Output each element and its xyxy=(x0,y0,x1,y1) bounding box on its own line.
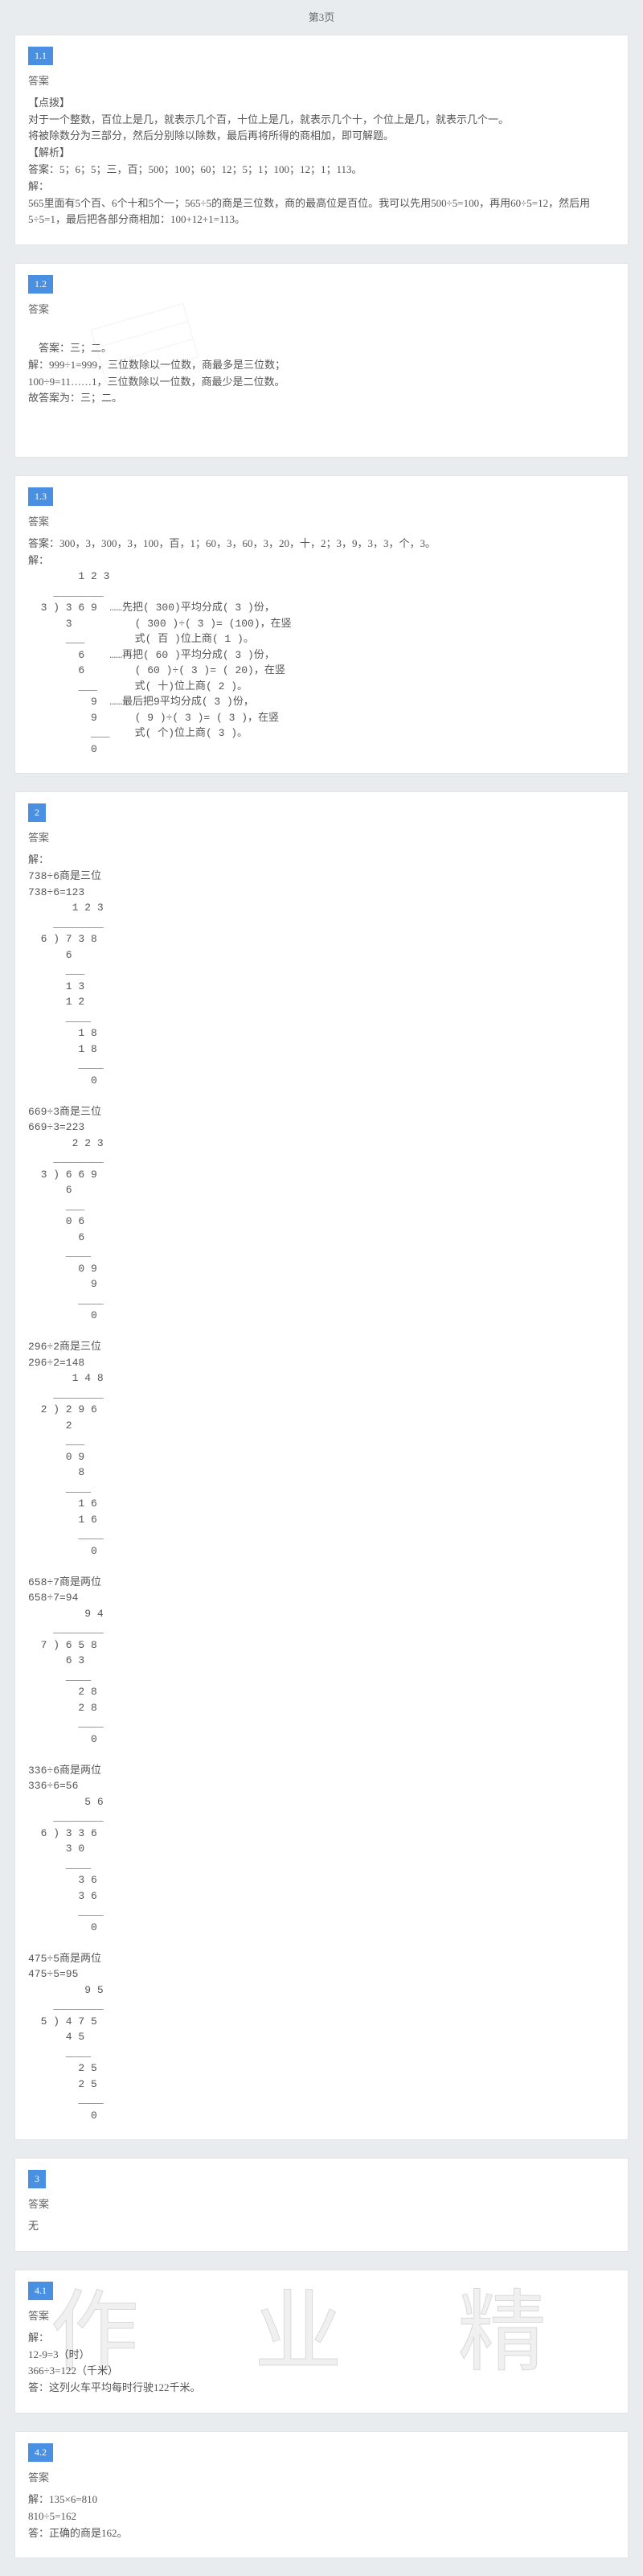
card-content: 解： 12-9=3（时） 366÷3=122（千米） 答：这列火车平均每时行驶1… xyxy=(28,2330,615,2397)
card-content: 【点拨】 对于一个整数，百位上是几，就表示几个百，十位上是几，就表示几个十，个位… xyxy=(28,95,615,228)
card-content: 答案：三；二。 解：999÷1=999，三位数除以一位数，商最多是三位数； 10… xyxy=(28,323,615,441)
card-3: 3 答案 无 xyxy=(14,2158,629,2252)
long-division: 1 2 3 ________ 3 ) 3 6 9 ……先把( 300)平均分成(… xyxy=(28,569,615,757)
page-title: 第3页 xyxy=(0,0,643,35)
answer-label: 答案 xyxy=(28,2470,615,2487)
card-tag: 4.2 xyxy=(28,2443,53,2462)
card-content: 解：135×6=810 810÷5=162 答：正确的商是162。 xyxy=(28,2492,615,2541)
card-tag: 2 xyxy=(28,803,46,822)
answer-label: 答案 xyxy=(28,2196,615,2213)
card-content: 答案：300，3，300，3，100，百，1；60，3，60，3，20，十，2；… xyxy=(28,536,615,569)
answer-label: 答案 xyxy=(28,830,615,847)
card-tag: 3 xyxy=(28,2170,46,2188)
card-2: 2 答案 解： 738÷6商是三位 738÷6=123 1 2 3 ______… xyxy=(14,791,629,2140)
answer-label: 答案 xyxy=(28,73,615,90)
answer-label: 答案 xyxy=(28,302,615,318)
divisions-block: 738÷6商是三位 738÷6=123 1 2 3 ________ 6 ) 7… xyxy=(28,869,615,2123)
card-4-1: 作 业 精 4.1 答案 解： 12-9=3（时） 366÷3=122（千米） … xyxy=(14,2270,629,2414)
text: 答案：三；二。 解：999÷1=999，三位数除以一位数，商最多是三位数； 10… xyxy=(28,342,285,404)
card-tag: 4.1 xyxy=(28,2282,53,2300)
card-tag: 1.1 xyxy=(28,47,53,65)
card-1-1: 1.1 答案 【点拨】 对于一个整数，百位上是几，就表示几个百，十位上是几，就表… xyxy=(14,35,629,245)
card-1-2: 1.2 答案 答案：三；二。 解：999÷1=999，三位数除以一位数，商最多是… xyxy=(14,263,629,458)
answer-label: 答案 xyxy=(28,2308,615,2325)
card-tag: 1.2 xyxy=(28,275,53,294)
card-content: 无 xyxy=(28,2218,615,2235)
answer-label: 答案 xyxy=(28,514,615,531)
card-tag: 1.3 xyxy=(28,487,53,506)
card-content: 解： xyxy=(28,852,615,869)
card-1-3: 1.3 答案 答案：300，3，300，3，100，百，1；60，3，60，3，… xyxy=(14,475,629,774)
card-4-2: 4.2 答案 解：135×6=810 810÷5=162 答：正确的商是162。 xyxy=(14,2431,629,2558)
